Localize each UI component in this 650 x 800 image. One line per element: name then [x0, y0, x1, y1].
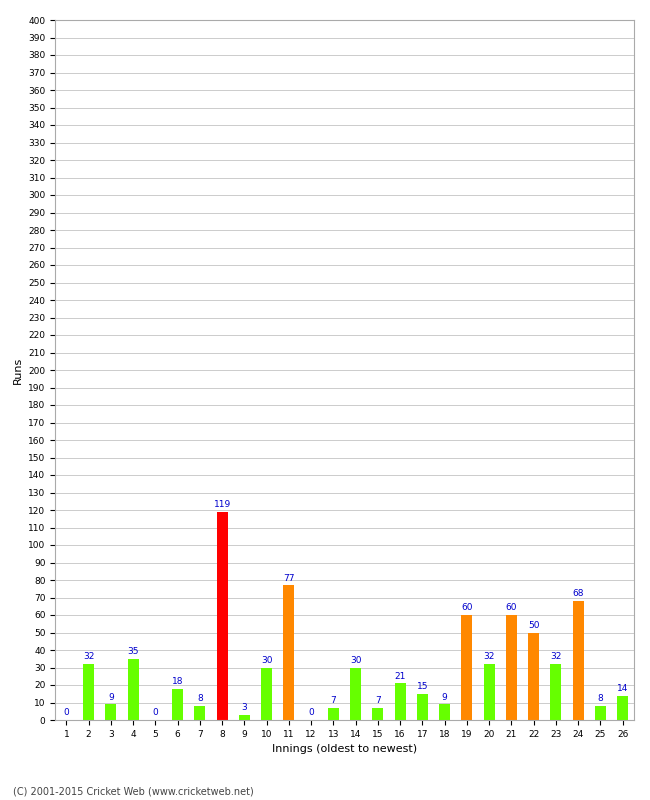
- Bar: [372, 708, 384, 720]
- Text: 68: 68: [573, 590, 584, 598]
- Text: 0: 0: [308, 708, 314, 718]
- Bar: [506, 615, 517, 720]
- Text: 0: 0: [153, 708, 158, 718]
- Bar: [261, 667, 272, 720]
- Text: 8: 8: [597, 694, 603, 703]
- Bar: [350, 667, 361, 720]
- Bar: [462, 615, 473, 720]
- Text: 21: 21: [395, 672, 406, 681]
- Bar: [439, 704, 450, 720]
- Text: 77: 77: [283, 574, 294, 582]
- Bar: [172, 689, 183, 720]
- Text: 0: 0: [64, 708, 70, 718]
- Text: 60: 60: [461, 603, 473, 612]
- Bar: [216, 512, 228, 720]
- Bar: [328, 708, 339, 720]
- Text: 119: 119: [213, 500, 231, 509]
- Text: 60: 60: [506, 603, 517, 612]
- Bar: [528, 633, 540, 720]
- Bar: [595, 706, 606, 720]
- Text: 32: 32: [484, 652, 495, 662]
- Text: 32: 32: [83, 652, 94, 662]
- X-axis label: Innings (oldest to newest): Innings (oldest to newest): [272, 744, 417, 754]
- Text: 9: 9: [108, 693, 114, 702]
- Bar: [484, 664, 495, 720]
- Bar: [127, 658, 138, 720]
- Bar: [105, 704, 116, 720]
- Text: 30: 30: [261, 656, 272, 665]
- Bar: [417, 694, 428, 720]
- Text: 35: 35: [127, 647, 139, 656]
- Text: 18: 18: [172, 677, 183, 686]
- Text: (C) 2001-2015 Cricket Web (www.cricketweb.net): (C) 2001-2015 Cricket Web (www.cricketwe…: [13, 786, 254, 796]
- Text: 50: 50: [528, 621, 540, 630]
- Bar: [239, 714, 250, 720]
- Bar: [395, 683, 406, 720]
- Text: 8: 8: [197, 694, 203, 703]
- Bar: [617, 695, 628, 720]
- Bar: [551, 664, 562, 720]
- Text: 9: 9: [442, 693, 447, 702]
- Text: 32: 32: [550, 652, 562, 662]
- Bar: [573, 601, 584, 720]
- Text: 7: 7: [375, 696, 381, 705]
- Text: 14: 14: [617, 684, 629, 693]
- Text: 30: 30: [350, 656, 361, 665]
- Bar: [194, 706, 205, 720]
- Y-axis label: Runs: Runs: [13, 356, 23, 384]
- Bar: [83, 664, 94, 720]
- Text: 7: 7: [330, 696, 336, 705]
- Text: 3: 3: [242, 703, 247, 712]
- Text: 15: 15: [417, 682, 428, 691]
- Bar: [283, 586, 294, 720]
